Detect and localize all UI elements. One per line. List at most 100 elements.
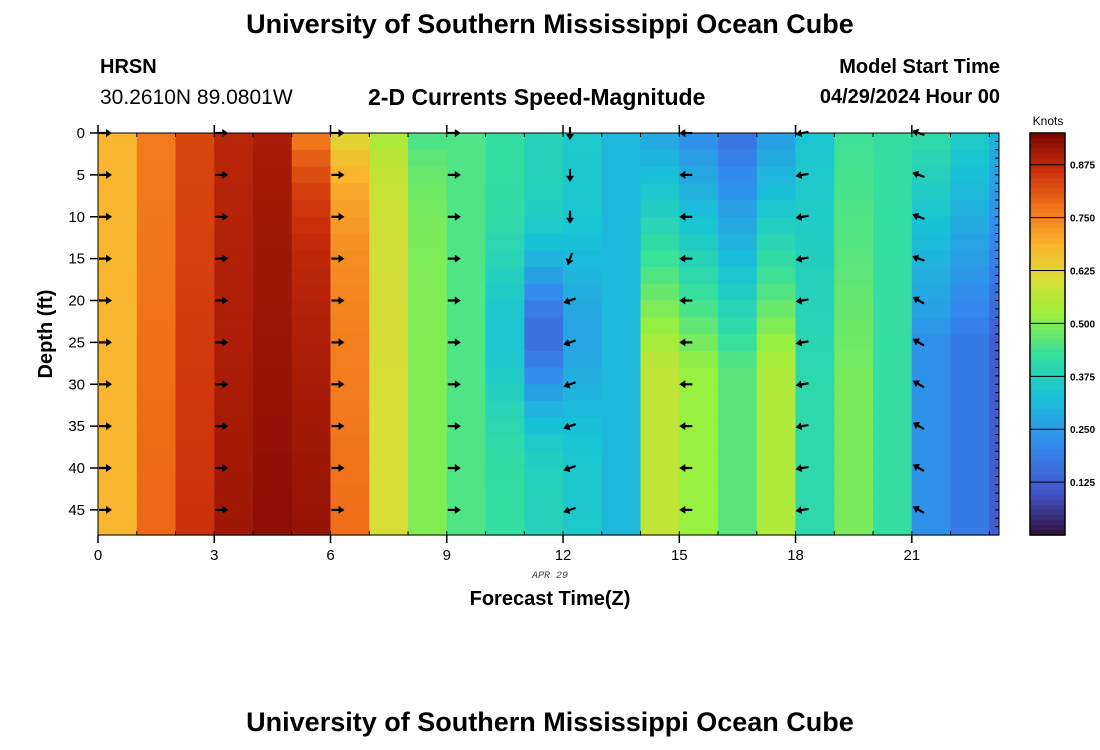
current-vector — [447, 422, 461, 431]
heatmap-cell — [950, 468, 990, 486]
heatmap-cell — [873, 484, 913, 503]
colorbar-segment — [1030, 454, 1065, 461]
colorbar-segment — [1030, 283, 1065, 290]
heatmap-cell — [640, 501, 680, 519]
colorbar-segment — [1030, 519, 1065, 526]
current-vector — [795, 506, 809, 515]
heatmap-cell — [640, 233, 680, 251]
current-vector — [795, 171, 809, 180]
heatmap-cell — [756, 317, 797, 335]
heatmap-cell — [873, 149, 913, 168]
heatmap-cell — [136, 149, 177, 168]
current-vector — [912, 464, 925, 472]
heatmap-cell — [330, 484, 370, 503]
heatmap-cell — [718, 166, 758, 184]
colorbar-segment — [1030, 329, 1065, 335]
current-vector — [215, 505, 229, 514]
heatmap-cell — [291, 317, 332, 335]
heatmap-cell — [408, 434, 448, 452]
heatmap-cell — [369, 216, 409, 235]
x-tick-label: 9 — [443, 547, 451, 564]
colorbar-segment — [1030, 203, 1065, 209]
heatmap-cell — [330, 300, 370, 318]
heatmap-cell — [756, 518, 797, 536]
current-vector — [679, 254, 693, 263]
heatmap-cell — [214, 166, 254, 184]
heatmap-cell — [214, 501, 254, 519]
current-vector — [679, 338, 693, 347]
heatmap-cell — [911, 283, 952, 302]
heatmap-cell — [446, 149, 487, 168]
heatmap-cell — [291, 451, 332, 469]
heatmap-cell — [563, 283, 603, 302]
heatmap-cell — [679, 183, 719, 201]
colorbar-segment — [1030, 263, 1065, 270]
current-vector — [99, 212, 112, 221]
colorbar-tick-label: 0.875 — [1070, 161, 1095, 172]
heatmap-cell — [563, 250, 603, 268]
colorbar-segment — [1030, 389, 1065, 395]
heatmap-cell — [175, 200, 215, 218]
heatmap-cell — [873, 334, 913, 352]
heatmap-cell — [718, 417, 758, 436]
colorbar-segment — [1030, 298, 1065, 305]
current-vector — [215, 380, 229, 389]
heatmap-cell — [136, 183, 177, 201]
heatmap-cell — [911, 183, 952, 201]
colorbar-segment — [1030, 339, 1065, 345]
x-axis: 0 3 6 9 12 15 18 21 — [94, 125, 990, 564]
heatmap-cell — [330, 501, 370, 519]
heatmap-cell — [873, 501, 913, 519]
heatmap-cell — [756, 384, 797, 402]
colorbar-segment — [1030, 419, 1065, 425]
heatmap-cell — [563, 317, 603, 335]
heatmap-cell — [834, 233, 874, 251]
heatmap-cell — [795, 384, 835, 402]
colorbar-segment — [1030, 399, 1065, 405]
heatmap-cell — [718, 401, 758, 419]
heatmap-cell — [795, 501, 835, 519]
heatmap-cell — [756, 250, 797, 268]
heatmap-cell — [330, 200, 370, 218]
colorbar-segment — [1030, 374, 1065, 380]
colorbar-segment — [1030, 504, 1065, 511]
current-vector — [912, 170, 925, 179]
heatmap-cell — [950, 317, 990, 335]
heatmap-cell — [253, 451, 293, 469]
y-axis: 0 5 10 15 20 25 30 35 40 45 — [68, 125, 999, 536]
heatmap-cell — [563, 216, 603, 235]
heatmap-cell — [136, 384, 177, 402]
heatmap-cell — [369, 133, 409, 151]
y-tick-label: 20 — [68, 293, 85, 310]
heatmap-cell — [446, 417, 487, 436]
heatmap-cell — [330, 267, 370, 285]
heatmap-cell — [408, 334, 448, 352]
current-vector — [447, 212, 461, 221]
heatmap-cell — [175, 250, 215, 268]
heatmap-cell — [98, 451, 138, 469]
heatmap-cell — [679, 417, 719, 436]
heatmap-cell — [214, 200, 254, 218]
heatmap-cell — [718, 317, 758, 335]
colorbar-segment — [1030, 434, 1065, 441]
heatmap-cell — [989, 484, 999, 503]
colorbar-segment — [1030, 424, 1065, 430]
heatmap-cell — [98, 317, 138, 335]
colorbar-segment — [1030, 369, 1065, 375]
heatmap-cell — [795, 183, 835, 201]
colorbar-segment — [1030, 188, 1065, 194]
heatmap-cell — [873, 367, 913, 385]
heatmap-cell — [291, 283, 332, 302]
heatmap-cell — [795, 267, 835, 285]
heatmap-cell — [950, 283, 990, 302]
heatmap-cell — [369, 250, 409, 268]
heatmap-cell — [524, 267, 564, 285]
heatmap-cell — [795, 233, 835, 251]
heatmap-cell — [756, 334, 797, 352]
heatmap-cell — [253, 233, 293, 251]
heatmap-cell — [911, 300, 952, 318]
heatmap-cell — [640, 300, 680, 318]
colorbar-segment — [1030, 429, 1065, 436]
heatmap-cell — [718, 216, 758, 235]
heatmap-cell — [950, 250, 990, 268]
